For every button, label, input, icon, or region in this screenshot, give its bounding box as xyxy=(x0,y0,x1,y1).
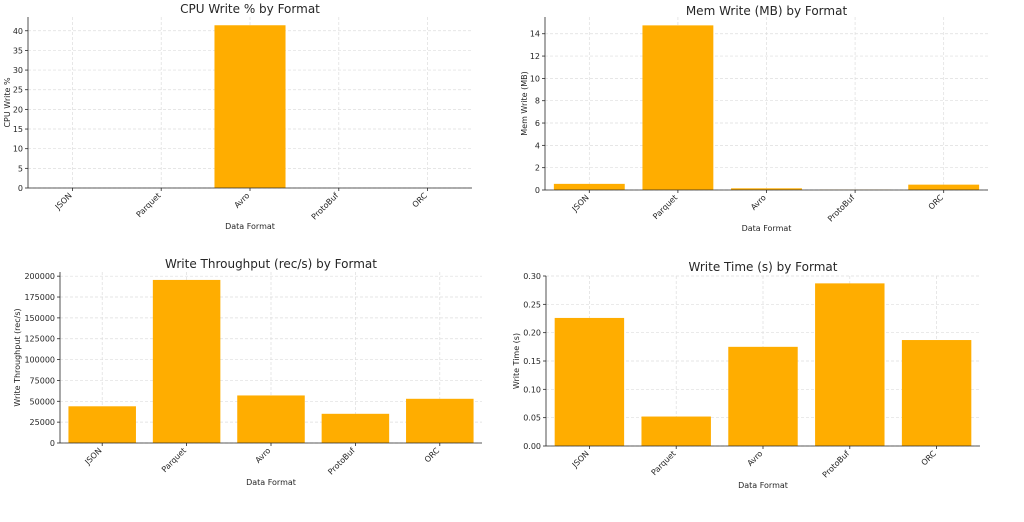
bar-parquet xyxy=(642,25,713,190)
y-tick-label: 0.20 xyxy=(523,329,541,338)
x-tick-label: ORC xyxy=(423,446,442,465)
bar-parquet xyxy=(641,417,710,446)
y-tick-label: 100000 xyxy=(24,356,55,365)
y-axis-label: CPU Write % xyxy=(3,77,12,127)
y-tick-label: 0.30 xyxy=(523,272,541,281)
chart-1: 0 5 10 15 20 25 30 35 40 JSON Parquet Avro ProtoBuf O… xyxy=(3,2,472,231)
y-tick-label: 25000 xyxy=(30,418,55,427)
y-tick-label: 150000 xyxy=(24,314,55,323)
y-tick-label: 12 xyxy=(530,52,540,61)
y-tick-label: 50000 xyxy=(30,397,55,406)
y-tick-label: 0.15 xyxy=(523,357,541,366)
x-tick-label: Avro xyxy=(253,446,272,465)
chart-title: Mem Write (MB) by Format xyxy=(686,4,848,18)
y-tick-label: 0 xyxy=(18,184,23,193)
y-tick-label: 4 xyxy=(535,141,540,150)
bar-avro xyxy=(214,25,285,188)
x-tick-label: JSON xyxy=(570,449,591,470)
chart-3: 0 25000 50000 75000 100000 125000 150000 175000… xyxy=(13,257,482,487)
y-tick-label: 10 xyxy=(530,74,540,83)
x-tick-label: ORC xyxy=(927,193,946,212)
x-tick-label: ORC xyxy=(411,191,430,210)
y-tick-label: 25 xyxy=(13,86,23,95)
x-axis-label: Data Format xyxy=(742,224,792,233)
y-tick-label: 14 xyxy=(530,30,540,39)
y-tick-label: 15 xyxy=(13,125,23,134)
y-tick-label: 8 xyxy=(535,97,540,106)
y-axis-label: Write Throughput (rec/s) xyxy=(13,308,22,406)
bar-json xyxy=(554,184,625,190)
x-tick-label: Parquet xyxy=(135,191,163,219)
bar-protobuf xyxy=(815,283,884,446)
chart-title: CPU Write % by Format xyxy=(180,2,320,16)
x-tick-label: ProtoBuf xyxy=(310,191,341,222)
x-tick-label: Avro xyxy=(749,193,768,212)
x-tick-label: ProtoBuf xyxy=(826,193,857,224)
bar-parquet xyxy=(153,280,221,443)
x-tick-label: JSON xyxy=(53,191,74,212)
x-tick-label: JSON xyxy=(83,446,104,467)
y-tick-label: 20 xyxy=(13,105,23,114)
chart-title: Write Throughput (rec/s) by Format xyxy=(165,257,377,271)
x-axis-label: Data Format xyxy=(246,478,296,487)
bar-json xyxy=(555,318,624,446)
x-tick-label: ORC xyxy=(920,449,939,468)
x-tick-label: ProtoBuf xyxy=(821,449,852,480)
y-tick-label: 175000 xyxy=(24,293,55,302)
x-tick-label: ProtoBuf xyxy=(326,446,357,477)
x-tick-label: Avro xyxy=(745,449,764,468)
x-tick-label: JSON xyxy=(570,193,591,214)
y-tick-label: 30 xyxy=(13,66,23,75)
y-axis-label: Mem Write (MB) xyxy=(520,71,529,135)
chart-2: 0 2 4 6 8 10 12 14 JSON Parquet Avro ProtoBuf ORC Mem… xyxy=(520,4,988,233)
bar-avro xyxy=(237,395,305,443)
x-tick-label: Parquet xyxy=(650,449,678,477)
y-tick-label: 5 xyxy=(18,164,23,173)
y-tick-label: 40 xyxy=(13,27,23,36)
y-tick-label: 125000 xyxy=(24,335,55,344)
y-tick-label: 0.10 xyxy=(523,385,541,394)
x-tick-label: Avro xyxy=(232,191,251,210)
chart-title: Write Time (s) by Format xyxy=(689,260,838,274)
y-tick-label: 0 xyxy=(535,186,540,195)
y-tick-label: 35 xyxy=(13,46,23,55)
y-tick-label: 2 xyxy=(535,164,540,173)
bar-orc xyxy=(406,399,474,443)
bar-protobuf xyxy=(322,414,390,443)
y-tick-label: 200000 xyxy=(24,272,55,281)
x-tick-label: Parquet xyxy=(160,446,188,474)
x-axis-label: Data Format xyxy=(738,481,788,490)
y-tick-label: 0.25 xyxy=(523,300,541,309)
bar-orc xyxy=(902,340,971,446)
y-tick-label: 75000 xyxy=(30,376,55,385)
x-axis-label: Data Format xyxy=(225,222,275,231)
y-tick-label: 0.05 xyxy=(523,414,541,423)
bar-json xyxy=(68,406,136,443)
y-tick-label: 0.00 xyxy=(523,442,541,451)
y-tick-label: 10 xyxy=(13,145,23,154)
bar-avro xyxy=(728,347,797,446)
x-tick-label: Parquet xyxy=(651,193,679,221)
y-axis-label: Write Time (s) xyxy=(512,333,521,389)
chart-4: 0.00 0.05 0.10 0.15 0.20 0.25 0.30 JSON Parquet A… xyxy=(512,260,980,490)
bar-orc xyxy=(908,185,979,190)
y-tick-label: 6 xyxy=(535,119,540,128)
y-tick-label: 0 xyxy=(50,439,55,448)
